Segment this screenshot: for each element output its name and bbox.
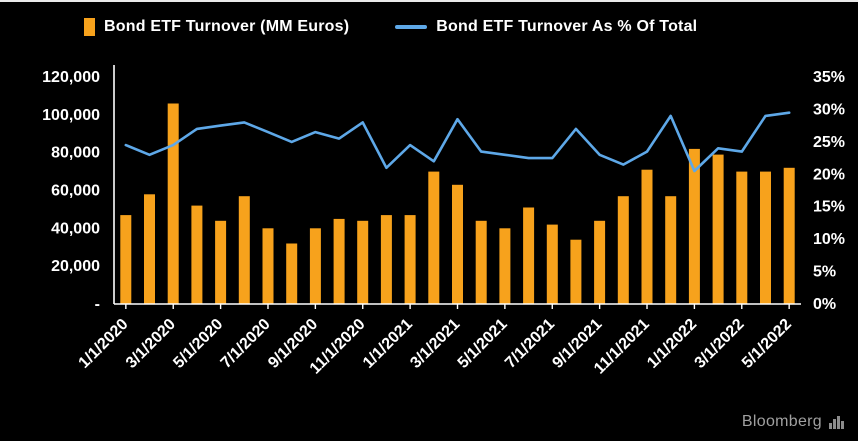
percent-line [124, 111, 791, 173]
left-axis-tick-label: 80,000 [51, 145, 100, 162]
bloomberg-chart-icon [828, 415, 844, 429]
right-axis-tick-label: 0% [813, 296, 836, 313]
turnover-bar [144, 194, 155, 304]
legend-label-bars: Bond ETF Turnover (MM Euros) [104, 18, 350, 35]
x-axis-tick-label: 5/1/2021 [455, 316, 511, 372]
x-axis-tick-label: 1/1/2022 [644, 316, 700, 372]
line-series-swatch [395, 25, 428, 29]
turnover-bar [688, 148, 700, 304]
turnover-bar [309, 228, 321, 304]
x-axis-tick-label: 5/1/2022 [739, 316, 795, 372]
bar-series-swatch [84, 18, 95, 36]
left-axis-tick-label: - [95, 296, 100, 313]
legend: Bond ETF Turnover (MM Euros) Bond ETF Tu… [84, 18, 697, 36]
x-axis-tick-label: 1/1/2021 [360, 316, 416, 372]
turnover-bar [191, 205, 203, 304]
x-axis-tick-label: 5/1/2020 [170, 316, 226, 372]
turnover-bar [736, 171, 748, 304]
x-axis-tick-label: 1/1/2020 [76, 316, 132, 372]
x-axis-tick-label: 7/1/2021 [502, 316, 558, 372]
turnover-bar [262, 228, 274, 304]
turnover-bar [641, 169, 653, 304]
legend-item-bars: Bond ETF Turnover (MM Euros) [84, 18, 349, 36]
x-axis-tick-label: 3/1/2020 [123, 316, 179, 372]
bloomberg-logo: Bloomberg [742, 413, 844, 431]
turnover-bar [286, 243, 298, 304]
right-axis-tick-label: 20% [813, 166, 845, 183]
turnover-bar [428, 171, 440, 304]
turnover-bar [783, 167, 795, 304]
right-axis-tick-label: 5% [813, 264, 836, 281]
turnover-bar [760, 171, 771, 304]
legend-label-line: Bond ETF Turnover As % Of Total [436, 18, 698, 35]
turnover-bar [357, 220, 369, 304]
left-axis-tick-label: 40,000 [51, 220, 100, 237]
right-axis-tick-label: 15% [813, 199, 845, 216]
left-axis-tick-label: 60,000 [51, 183, 100, 200]
turnover-bar [665, 196, 677, 304]
turnover-bar [570, 239, 582, 304]
turnover-bar [712, 154, 724, 304]
turnover-bar [594, 220, 606, 304]
turnover-bar [120, 215, 132, 304]
right-axis-tick-label: 35% [813, 69, 845, 86]
turnover-bar [380, 215, 392, 304]
left-axis-tick-label: 120,000 [42, 69, 100, 86]
turnover-bar [499, 228, 511, 304]
x-axis-tick-label: 3/1/2021 [407, 316, 463, 372]
left-axis-tick-label: 100,000 [42, 107, 100, 124]
turnover-bar [523, 207, 535, 304]
right-axis-tick-label: 30% [813, 101, 845, 118]
turnover-bar [546, 224, 558, 304]
turnover-bar [404, 215, 416, 304]
right-axis-tick-label: 25% [813, 134, 845, 151]
x-axis-tick-label: 7/1/2020 [218, 316, 274, 372]
turnover-bar [167, 103, 179, 304]
turnover-bar [333, 218, 345, 304]
left-axis-tick-label: 20,000 [51, 258, 100, 275]
turnover-bar [238, 196, 250, 304]
bloomberg-wordmark: Bloomberg [741, 413, 822, 430]
right-axis-tick-label: 10% [813, 231, 845, 248]
legend-item-line: Bond ETF Turnover As % Of Total [395, 18, 697, 36]
turnover-bar [475, 220, 487, 304]
turnover-bar [452, 184, 463, 304]
x-axis-tick-label: 3/1/2022 [692, 316, 748, 372]
turnover-bar [215, 220, 227, 304]
turnover-bar [617, 196, 629, 304]
